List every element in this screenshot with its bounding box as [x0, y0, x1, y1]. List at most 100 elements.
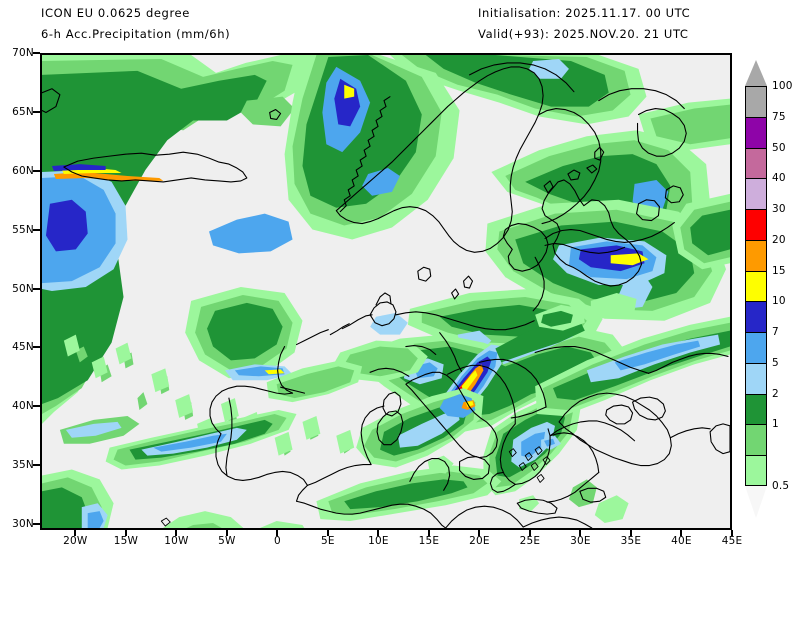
- precip-blacksea-7: [614, 340, 701, 371]
- precipitation-map: [42, 55, 730, 528]
- coast-france-atl: [277, 345, 294, 394]
- lat-tick-mark-50n: [33, 287, 40, 290]
- colorbar-label-100: 100: [772, 80, 793, 92]
- coast-portugal: [215, 433, 244, 481]
- colorbar-band-75[interactable]: [745, 116, 767, 148]
- lon-tick-label-35e: 35E: [620, 535, 642, 547]
- lon-tick-label-25e: 25E: [519, 535, 541, 547]
- coast-turkey-n: [549, 420, 636, 442]
- lon-tick-label-5e: 5E: [321, 535, 335, 547]
- colorbar-band-0p5[interactable]: [745, 455, 767, 486]
- border-bulgaria: [510, 406, 547, 419]
- coast-spain-med: [306, 463, 372, 486]
- precip-ne-corner-1: [650, 104, 730, 145]
- colorbar[interactable]: [745, 86, 767, 486]
- map-plot-area[interactable]: [40, 53, 732, 530]
- precip-norway-15: [344, 84, 355, 99]
- coast-channel: [341, 314, 373, 330]
- precip-apennine-7: [439, 394, 476, 418]
- border-poland: [439, 332, 463, 372]
- coast-libya: [445, 505, 524, 528]
- lon-tick-mark-25e: [528, 530, 531, 536]
- coast-jutland: [375, 292, 392, 306]
- precip-iceland-20: [53, 172, 164, 181]
- colorbar-label-40: 40: [772, 172, 786, 185]
- coast-white-sea: [636, 108, 687, 157]
- coast-baltic-gulf: [544, 222, 675, 243]
- coast-kola: [598, 88, 685, 110]
- colorbar-label-75: 75: [772, 110, 786, 123]
- colorbar-band-5[interactable]: [745, 362, 767, 394]
- lat-tick-label-30n: 30N: [12, 518, 34, 531]
- lon-tick-mark-10e: [377, 530, 380, 536]
- colorbar-label-2: 2: [772, 387, 779, 400]
- lat-tick-label-55n: 55N: [12, 223, 34, 236]
- lon-tick-mark-0: [276, 530, 279, 536]
- coast-greenland: [42, 88, 61, 114]
- colorbar-underflow-triangle: [745, 486, 767, 518]
- precip-baltic-s-2: [439, 304, 565, 337]
- coast-spain-s: [242, 470, 309, 486]
- lon-tick-mark-45e: [731, 530, 733, 536]
- coast-finland: [538, 108, 602, 225]
- precip-pool-10: [45, 199, 88, 252]
- colorbar-band-100[interactable]: [745, 86, 767, 117]
- border-cz: [405, 344, 437, 356]
- lon-tick-mark-35e: [629, 530, 632, 536]
- lat-tick-label-50n: 50N: [12, 282, 34, 295]
- border-romania: [517, 363, 547, 408]
- lon-tick-mark-5w: [225, 530, 228, 536]
- precip-faroe-edge: [240, 96, 295, 127]
- coast-scotland-isles: [567, 169, 581, 181]
- colorbar-band-2[interactable]: [745, 393, 767, 425]
- coast-azov: [632, 396, 666, 421]
- colorbar-band-7[interactable]: [745, 332, 767, 363]
- precip-canary-scatter: [162, 511, 305, 528]
- coast-scandinavia: [335, 66, 544, 253]
- coast-iceland: [63, 151, 248, 183]
- precip-balearic-5: [65, 421, 122, 438]
- coast-corsica: [382, 391, 402, 417]
- colorbar-band-15[interactable]: [745, 270, 767, 302]
- colorbar-band-50[interactable]: [745, 147, 767, 179]
- coast-france-n: [295, 329, 329, 346]
- coast-norway-fjords: [339, 96, 391, 213]
- precip-apennine-5: [397, 409, 460, 448]
- colorbar-label-20: 20: [772, 233, 786, 246]
- lon-tick-mark-10w: [175, 530, 178, 536]
- coast-gotland: [463, 275, 474, 289]
- coast-south-baltic: [395, 311, 535, 331]
- coast-france-med: [360, 405, 385, 466]
- coast-denmark: [369, 301, 397, 327]
- lon-tick-mark-15e: [427, 530, 430, 536]
- precip-norwsea-5: [529, 58, 569, 79]
- atlantic-islands: [160, 517, 171, 527]
- lat-tick-mark-60n: [33, 169, 40, 172]
- lat-tick-mark-45n: [33, 346, 40, 349]
- coast-latvia-lith: [532, 256, 545, 312]
- lat-tick-mark-40n: [33, 405, 40, 408]
- coast-italy: [405, 371, 498, 459]
- lat-tick-mark-70n: [33, 52, 40, 54]
- colorbar-band-20[interactable]: [745, 239, 767, 271]
- colorbar-band-1[interactable]: [745, 424, 767, 456]
- lon-tick-label-20w: 20W: [63, 535, 88, 547]
- colorbar-label-5: 5: [772, 356, 779, 369]
- model-title: ICON EU 0.0625 degree: [41, 6, 190, 20]
- colorbar-label-1: 1: [772, 418, 779, 431]
- lon-tick-label-10e: 10E: [368, 535, 389, 547]
- colorbar-overflow-triangle: [745, 60, 767, 86]
- border-portugal: [225, 397, 233, 476]
- coast-shetland: [594, 146, 605, 161]
- lat-tick-label-40n: 40N: [12, 400, 34, 413]
- colorbar-band-10[interactable]: [745, 301, 767, 333]
- border-ukraine: [534, 345, 650, 374]
- colorbar-band-30[interactable]: [745, 209, 767, 240]
- aegean-islands: [508, 446, 551, 483]
- colorbar-label-30: 30: [772, 203, 786, 216]
- coast-africa-n: [295, 500, 447, 528]
- coast-hebrides: [543, 180, 554, 194]
- colorbar-band-40[interactable]: [745, 178, 767, 210]
- lat-tick-label-35n: 35N: [12, 459, 34, 472]
- precip-band-2: [42, 70, 267, 405]
